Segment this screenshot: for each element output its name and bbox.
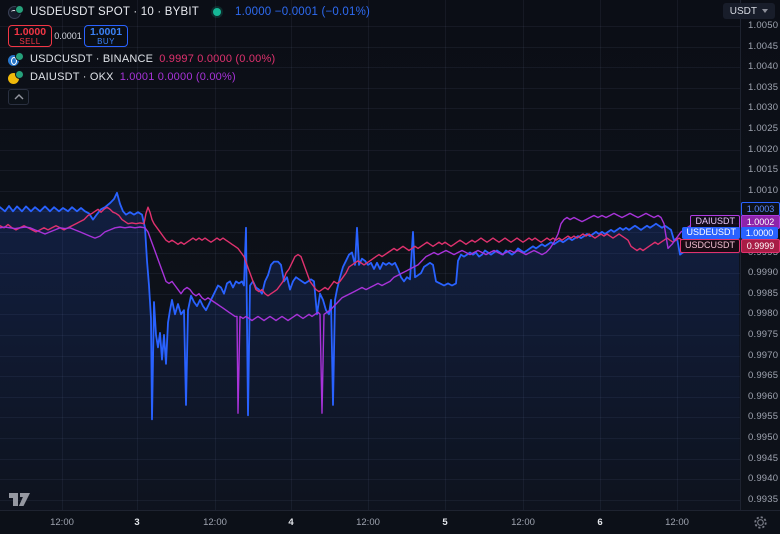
- usdc-symbol-name: USDCUSDT · BINANCE: [30, 52, 154, 65]
- spread-value: 0.0001: [54, 31, 82, 41]
- time-axis-settings[interactable]: [741, 510, 780, 534]
- dai-usdt-pair-icon: [8, 69, 24, 84]
- price-axis-label: 1.0010: [748, 185, 779, 196]
- time-axis-label: 6: [597, 517, 603, 528]
- price-axis[interactable]: 1.0050 1.0045 1.0040 1.0035 1.0030 1.0025 1.00…: [740, 0, 780, 510]
- time-axis-label: 5: [442, 517, 448, 528]
- sell-button[interactable]: 1.0000 SELL: [8, 25, 52, 47]
- buy-button[interactable]: 1.0001 BUY: [84, 25, 128, 47]
- usdc-values: 0.9997 0.0000 (0.00%): [159, 52, 276, 65]
- symbol-title: USDEUSDT SPOT · 10 · BYBIT: [30, 6, 200, 18]
- price-axis-label: 0.9955: [748, 411, 779, 422]
- price-axis-label: 0.9950: [748, 432, 779, 443]
- price-axis-label: 1.0020: [748, 144, 779, 155]
- usdc-series-name-tag: USDCUSDT: [679, 239, 740, 253]
- buy-label: BUY: [97, 36, 115, 46]
- currency-unit-label: USDT: [729, 5, 757, 17]
- main-series-name-tag: USDEUSDT: [682, 227, 740, 239]
- time-axis-label: 12:00: [511, 517, 535, 528]
- chevron-down-icon: [762, 9, 768, 13]
- usdc-price-label: 0.9999: [741, 239, 780, 253]
- tradingview-logo[interactable]: [8, 492, 32, 508]
- time-axis-label: 3: [134, 517, 140, 528]
- usde-usdt-pair-icon: [8, 5, 24, 19]
- time-axis-label: 12:00: [356, 517, 380, 528]
- time-axis-label: 12:00: [50, 517, 74, 528]
- price-axis-label: 0.9965: [748, 370, 779, 381]
- price-axis-label: 1.0040: [748, 61, 779, 72]
- main-price-label: 1.0000: [741, 227, 778, 239]
- price-axis-label: 0.9985: [748, 288, 779, 299]
- trade-widget: 1.0000 SELL 0.0001 1.0001 BUY: [8, 25, 370, 47]
- buy-price: 1.0001: [89, 25, 123, 38]
- time-axis-label: 12:00: [665, 517, 689, 528]
- price-axis-label: 1.0050: [748, 20, 779, 31]
- time-axis-label: 12:00: [203, 517, 227, 528]
- price-change-text: 1.0000 −0.0001 (−0.01%): [235, 6, 371, 18]
- legend: USDEUSDT SPOT · 10 · BYBIT 1.0000 −0.000…: [8, 4, 370, 105]
- compare-row-usdc[interactable]: USDCUSDT · BINANCE 0.9997 0.0000 (0.00%): [8, 51, 370, 66]
- time-axis-label: 4: [288, 517, 294, 528]
- price-axis-label: 0.9945: [748, 453, 779, 464]
- price-axis-label: 1.0045: [748, 41, 779, 52]
- gear-icon: [754, 515, 767, 529]
- price-axis-label: 1.0035: [748, 82, 779, 93]
- price-axis-label: 1.0030: [748, 102, 779, 113]
- sell-label: SELL: [19, 36, 41, 46]
- usdc-usdt-pair-icon: [8, 51, 24, 66]
- price-axis-label: 0.9970: [748, 350, 779, 361]
- dai-symbol-name: DAIUSDT · OKX: [30, 70, 114, 83]
- time-axis[interactable]: 12:00 3 12:00 4 12:00 5 12:00 6 12:00: [0, 510, 780, 534]
- price-axis-label: 0.9940: [748, 473, 779, 484]
- price-axis-label: 0.9990: [748, 267, 779, 278]
- price-axis-label: 0.9980: [748, 308, 779, 319]
- price-axis-label: 0.9935: [748, 494, 779, 505]
- series-line-usdeusdt: [0, 191, 740, 421]
- price-axis-label: 0.9975: [748, 329, 779, 340]
- price-axis-label: 1.0015: [748, 164, 779, 175]
- market-open-dot-icon: [213, 8, 222, 16]
- price-axis-label: 0.9960: [748, 391, 779, 402]
- area-fill-usdeusdt: [0, 192, 740, 510]
- ask-price-label: 1.0003: [741, 202, 780, 216]
- series-line-daiusdt: [0, 212, 740, 414]
- chart-pane[interactable]: [0, 0, 740, 510]
- main-symbol-row[interactable]: USDEUSDT SPOT · 10 · BYBIT 1.0000 −0.000…: [8, 4, 370, 20]
- currency-unit-button[interactable]: USDT: [722, 3, 775, 19]
- series-line-usdcusdt: [0, 206, 740, 297]
- sell-price: 1.0000: [13, 25, 47, 38]
- chevron-up-icon: [14, 94, 23, 100]
- compare-row-dai[interactable]: DAIUSDT · OKX 1.0001 0.0000 (0.00%): [8, 69, 370, 84]
- legend-collapse-button[interactable]: [8, 89, 29, 105]
- dai-values: 1.0001 0.0000 (0.00%): [119, 70, 236, 83]
- price-axis-label: 1.0025: [748, 123, 779, 134]
